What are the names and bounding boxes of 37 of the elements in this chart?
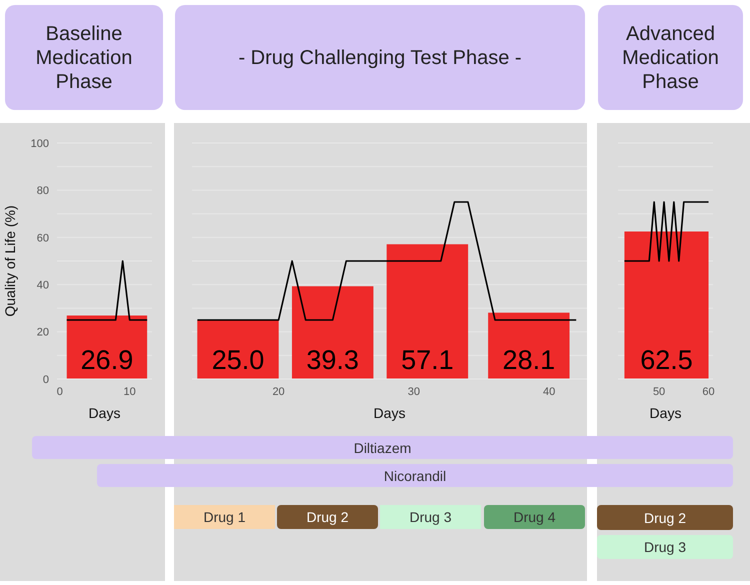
bar xyxy=(292,286,374,379)
data-label: 39.3 xyxy=(306,345,359,375)
x-axis-title: Days xyxy=(374,405,406,421)
x-axis-title: Days xyxy=(650,405,682,421)
y-tick-label: 0 xyxy=(42,374,49,386)
y-axis-title: Quality of Life (%) xyxy=(2,205,18,317)
y-tick-label: 40 xyxy=(36,280,49,292)
x-tick-label: 30 xyxy=(408,386,420,398)
x-tick-label: 60 xyxy=(702,386,715,398)
text: Nicorandil xyxy=(384,468,446,484)
x-axis-title: Days xyxy=(88,405,120,421)
x-tick-label: 10 xyxy=(124,386,136,398)
text: Drug 1 xyxy=(203,509,246,525)
text: Drug 2 xyxy=(644,510,686,526)
x-tick-label: 0 xyxy=(56,386,63,398)
y-tick-label: 60 xyxy=(36,232,49,244)
y-tick-label: 80 xyxy=(36,185,49,198)
text: Diltiazem xyxy=(354,440,412,456)
x-tick-label: 20 xyxy=(272,386,285,398)
data-label: 25.0 xyxy=(212,345,264,375)
text: Drug 4 xyxy=(513,509,556,525)
x-tick-label: 40 xyxy=(543,386,556,398)
chart-title: Advanced Medication Phase xyxy=(621,22,720,94)
text: Drug 3 xyxy=(644,539,686,555)
data-label: 28.1 xyxy=(502,345,556,375)
x-tick-label: 50 xyxy=(652,386,666,398)
chart-title: Baseline Medication Phase xyxy=(34,22,134,94)
bar xyxy=(488,312,570,379)
chart-title: - Drug Challenging Test Phase - xyxy=(238,46,522,70)
data-label: 57.1 xyxy=(401,345,454,375)
bar xyxy=(386,244,468,379)
y-tick-label: 100 xyxy=(30,138,49,150)
data-label: 62.5 xyxy=(640,345,693,375)
text: Drug 3 xyxy=(409,509,452,525)
text: Drug 2 xyxy=(306,509,349,525)
y-tick-label: 20 xyxy=(36,326,49,339)
data-label: 26.9 xyxy=(80,345,134,375)
